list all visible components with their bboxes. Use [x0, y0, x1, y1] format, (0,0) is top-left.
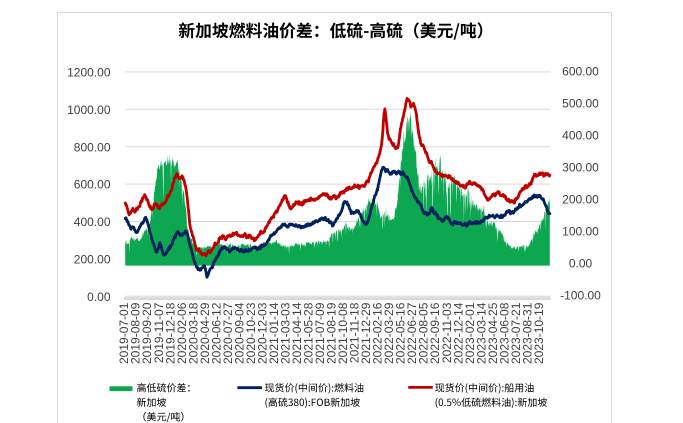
svg-text:2023-07-21: 2023-07-21 [509, 302, 523, 364]
svg-text:2020-04-29: 2020-04-29 [198, 302, 212, 364]
svg-text:2021-11-18: 2021-11-18 [348, 302, 362, 363]
svg-text:2023-10-19: 2023-10-19 [532, 302, 546, 364]
svg-text:2022-05-16: 2022-05-16 [394, 302, 408, 364]
svg-text:2023-03-14: 2023-03-14 [474, 302, 488, 364]
svg-text:2019-09-20: 2019-09-20 [140, 302, 154, 364]
svg-text:2022-06-27: 2022-06-27 [405, 302, 419, 364]
svg-text:800.00: 800.00 [74, 140, 111, 154]
svg-text:2022-12-14: 2022-12-14 [451, 302, 465, 364]
svg-text:2022-02-16: 2022-02-16 [371, 302, 385, 364]
svg-text:2021-05-28: 2021-05-28 [302, 302, 316, 364]
svg-text:400.00: 400.00 [562, 129, 599, 143]
svg-text:2023-06-08: 2023-06-08 [497, 302, 511, 364]
svg-text:2019-07-01: 2019-07-01 [117, 302, 131, 364]
svg-text:200.00: 200.00 [74, 253, 111, 267]
svg-text:2021-01-14: 2021-01-14 [267, 302, 281, 364]
svg-text:2022-11-03: 2022-11-03 [440, 302, 454, 363]
svg-text:0.00: 0.00 [569, 257, 593, 271]
svg-text:2020-12-03: 2020-12-03 [255, 302, 269, 364]
svg-text:2020-07-27: 2020-07-27 [221, 302, 235, 364]
svg-text:1200.00: 1200.00 [67, 66, 111, 80]
svg-text:2019-08-09: 2019-08-09 [129, 302, 143, 364]
svg-text:2021-07-09: 2021-07-09 [313, 302, 327, 364]
svg-text:0.00: 0.00 [87, 290, 111, 304]
svg-text:600.00: 600.00 [74, 178, 111, 192]
svg-text:2020-03-18: 2020-03-18 [186, 302, 200, 364]
svg-text:2023-08-31: 2023-08-31 [520, 302, 534, 364]
svg-text:2020-09-04: 2020-09-04 [232, 302, 246, 364]
svg-text:2021-12-29: 2021-12-29 [359, 302, 373, 364]
svg-text:2022-08-05: 2022-08-05 [417, 302, 431, 364]
svg-text:2021-03-03: 2021-03-03 [279, 302, 293, 364]
svg-text:400.00: 400.00 [74, 215, 111, 229]
svg-text:200.00: 200.00 [562, 193, 599, 207]
svg-text:1000.00: 1000.00 [67, 103, 111, 117]
svg-text:100.00: 100.00 [562, 225, 599, 239]
svg-text:-100.00: -100.00 [560, 289, 601, 303]
svg-text:2021-08-19: 2021-08-19 [325, 302, 339, 364]
svg-text:2023-02-01: 2023-02-01 [463, 302, 477, 364]
svg-text:2022-03-29: 2022-03-29 [382, 302, 396, 364]
svg-text:2021-10-08: 2021-10-08 [336, 302, 350, 364]
svg-text:2023-04-25: 2023-04-25 [486, 302, 500, 364]
svg-text:2020-10-23: 2020-10-23 [244, 302, 258, 364]
svg-text:2020-06-12: 2020-06-12 [209, 302, 223, 364]
svg-text:600.00: 600.00 [562, 65, 599, 79]
svg-text:2020-02-06: 2020-02-06 [175, 302, 189, 364]
svg-text:2022-09-16: 2022-09-16 [428, 302, 442, 364]
svg-text:2021-04-14: 2021-04-14 [290, 302, 304, 364]
svg-text:500.00: 500.00 [562, 97, 599, 111]
svg-text:2019-11-07: 2019-11-07 [152, 302, 166, 363]
svg-text:2019-12-18: 2019-12-18 [163, 302, 177, 364]
svg-text:300.00: 300.00 [562, 161, 599, 175]
